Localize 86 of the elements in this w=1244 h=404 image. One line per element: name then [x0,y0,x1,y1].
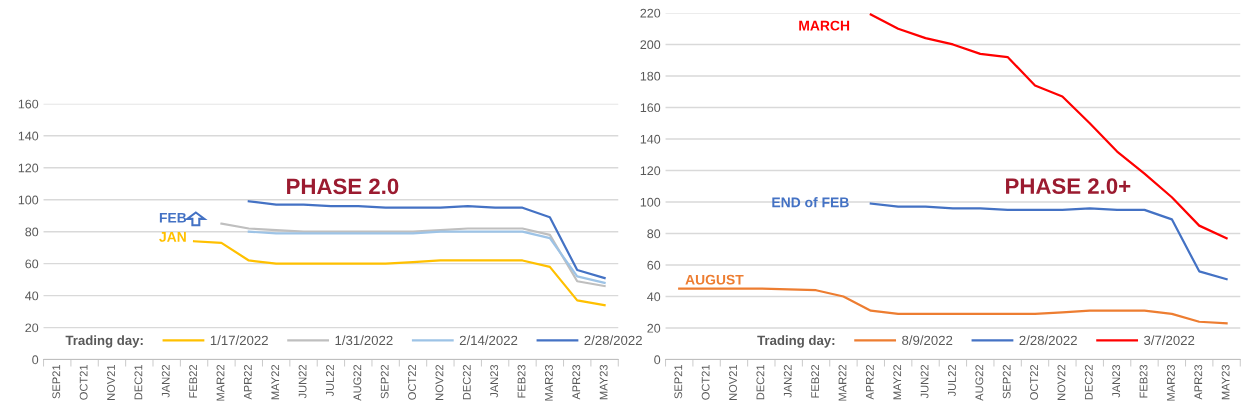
line-series [247,230,606,284]
x-tick-label: JUN22 [298,364,307,399]
x-tick-label: DEC21 [756,364,765,400]
y-tick-label: 60 [647,260,661,270]
x-tick-label: AUG22 [975,364,984,401]
legend-label: 1/17/2022 [210,335,268,346]
y-tick-label: 40 [647,292,661,302]
x-tick-label: MAY23 [1221,364,1230,400]
y-tick-label: 80 [25,227,39,237]
x-tick-label: MAR23 [544,364,553,401]
line-series [869,13,1228,240]
annotation: PHASE 2.0+ [1006,178,1131,194]
line-series [220,222,606,288]
y-tick-label: 220 [640,8,661,18]
y-tick-label: 60 [25,259,39,269]
x-tick-label: MAY22 [893,364,902,400]
x-tick-label: AUG22 [353,364,362,401]
x-tick-label: OCT21 [79,364,88,400]
line-series [869,202,1228,281]
legend-title: Trading day: [757,335,835,348]
line-series [247,200,606,280]
x-tick-label: DEC21 [134,364,143,400]
x-tick-label: FEB22 [189,364,197,398]
annotation: JAN [159,232,186,242]
annotation: FEB [159,212,187,223]
x-tick-label: MAR22 [838,364,847,401]
annotation: MARCH [799,20,850,31]
x-tick-label: NOV21 [729,364,737,400]
y-tick-label: 140 [18,131,39,141]
x-tick-label: SEP22 [380,364,389,399]
y-tick-label: 0 [32,355,39,365]
legend-label: 3/7/2022 [1144,335,1195,346]
x-tick-label: FEB23 [517,364,526,398]
legend-title: Trading day: [65,335,143,348]
y-tick-label: 20 [25,323,39,333]
legend-label: 1/31/2022 [335,335,393,346]
y-tick-label: 80 [647,229,661,239]
x-tick-label: APR23 [572,364,581,400]
x-tick-label: JAN23 [1112,364,1121,398]
x-tick-label: MAY23 [599,364,608,400]
legend-label: 8/9/2022 [902,335,953,346]
x-tick-label: FEB23 [1139,364,1148,398]
x-tick-label: JAN22 [783,364,792,398]
x-tick-label: SEP22 [1002,364,1011,399]
x-tick-label: JAN22 [161,364,170,398]
x-tick-label: JUN22 [920,364,929,399]
line-series [192,240,606,307]
x-tick-label: SEP21 [52,364,61,399]
x-tick-label: SEP21 [674,364,683,399]
x-tick-label: DEC22 [462,364,471,400]
x-tick-label: MAY22 [271,364,280,400]
y-tick-label: 140 [640,134,661,144]
y-tick-label: 160 [640,103,661,113]
y-tick-label: 100 [640,197,661,207]
x-tick-label: OCT22 [1030,364,1038,400]
y-tick-label: 120 [640,166,661,176]
legend-label: 2/28/2022 [584,335,642,346]
y-tick-label: 100 [18,195,39,205]
line-series [678,287,1228,325]
x-tick-label: MAR23 [1166,364,1175,401]
x-tick-label: APR23 [1194,364,1203,400]
y-tick-label: 120 [18,163,39,173]
legend-label: 2/28/2022 [1019,335,1077,346]
x-tick-label: JUL22 [948,364,956,397]
y-tick-label: 180 [640,71,661,81]
legend-label: 2/14/2022 [459,335,518,346]
y-tick-label: 200 [640,40,661,50]
x-tick-label: NOV22 [1057,364,1066,400]
x-tick-label: OCT22 [408,364,416,400]
x-tick-label: NOV21 [107,364,115,400]
x-tick-label: MAR22 [216,364,225,401]
x-tick-label: FEB22 [811,364,819,398]
y-tick-label: 40 [25,291,39,301]
y-tick-label: 160 [18,99,39,109]
x-tick-label: NOV22 [435,364,444,400]
x-tick-label: OCT21 [701,364,710,400]
annotation: AUGUST [685,274,744,285]
y-tick-label: 0 [654,355,661,365]
x-tick-label: DEC22 [1084,364,1093,400]
x-tick-label: APR22 [865,364,874,400]
annotation: END of FEB [772,197,849,208]
y-tick-label: 20 [647,323,661,333]
annotation: PHASE 2.0 [287,178,399,195]
x-tick-label: APR22 [243,364,252,400]
x-tick-label: JAN23 [490,364,499,398]
x-tick-label: JUL22 [326,364,334,397]
